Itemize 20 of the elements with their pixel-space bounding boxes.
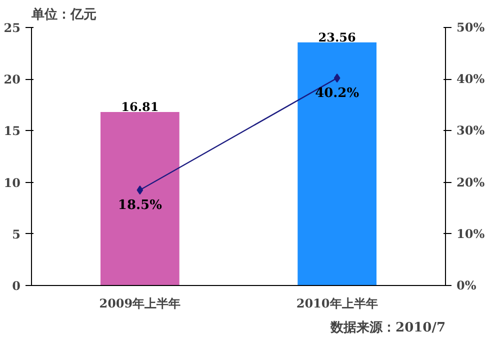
y-tick-label: 15 bbox=[4, 124, 21, 138]
y-tick-label: 5 bbox=[12, 227, 21, 242]
y2-tick-label: 50% bbox=[456, 20, 486, 34]
data-label: 23.56 bbox=[318, 30, 356, 44]
y2-tick-label: 10% bbox=[456, 226, 486, 241]
y-tick-label: 25 bbox=[4, 21, 21, 35]
data-label: 18.5% bbox=[118, 198, 163, 214]
data-label: 16.81 bbox=[121, 100, 159, 114]
y2-tick-label: 0% bbox=[456, 278, 477, 292]
x-tick-label: 2010年上半年 bbox=[296, 296, 378, 310]
y2-tick-label: 20% bbox=[456, 175, 486, 190]
y-axis-title: 单位：亿元 bbox=[30, 6, 96, 22]
y-tick-label: 10 bbox=[4, 176, 21, 190]
y2-tick-label: 40% bbox=[456, 72, 486, 86]
y-tick-label: 20 bbox=[4, 72, 21, 87]
x-tick-label: 2009年上半年 bbox=[99, 296, 181, 310]
y2-tick-label: 30% bbox=[456, 124, 486, 138]
source-note: 数据来源：2010/7 bbox=[330, 320, 446, 336]
data-label: 40.2% bbox=[315, 86, 360, 102]
y-tick-label: 0 bbox=[12, 279, 21, 293]
